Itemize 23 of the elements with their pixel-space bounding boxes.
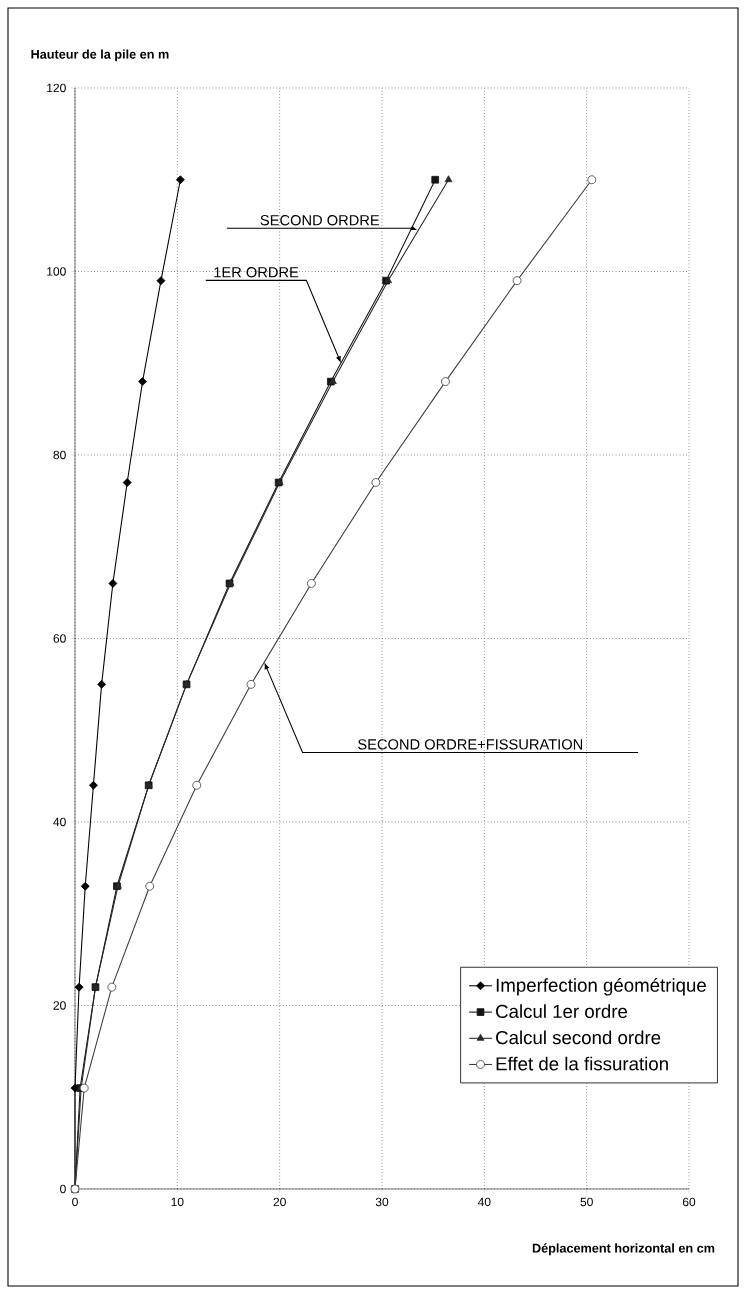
y-tick-label: 20	[53, 1001, 66, 1010]
x-tick-label: 60	[682, 1197, 696, 1207]
y-tick-label: 80	[53, 450, 66, 460]
x-tick-label: 10	[171, 1197, 184, 1207]
x-tick-label: 0	[72, 1197, 78, 1207]
x-axis-title: Déplacement horizontal en cm	[532, 1243, 715, 1256]
legend-label: Calcul 1er ordre	[496, 1004, 628, 1019]
y-tick-label: 0	[60, 1184, 66, 1194]
x-tick-label: 20	[273, 1197, 286, 1207]
y-tick-label: 40	[53, 817, 66, 827]
annotation: SECOND ORDRE	[260, 215, 380, 226]
x-tick-label: 40	[477, 1197, 491, 1207]
legend-label: Imperfection géométrique	[496, 977, 706, 996]
annotation: 1ER ORDRE	[214, 267, 299, 278]
x-tick-label: 30	[375, 1197, 389, 1207]
annotation: SECOND ORDRE+FISSURATION	[358, 739, 583, 750]
y-tick-label: 120	[47, 83, 66, 93]
y-tick-label: 60	[53, 634, 66, 643]
x-tick-label: 50	[580, 1197, 593, 1207]
y-tick-label: 100	[47, 267, 66, 276]
y-axis-title: Hauteur de la pile en m	[31, 49, 169, 62]
legend-label: Effet de la fissuration	[496, 1056, 668, 1071]
legend-label: Calcul second ordre	[496, 1030, 661, 1045]
